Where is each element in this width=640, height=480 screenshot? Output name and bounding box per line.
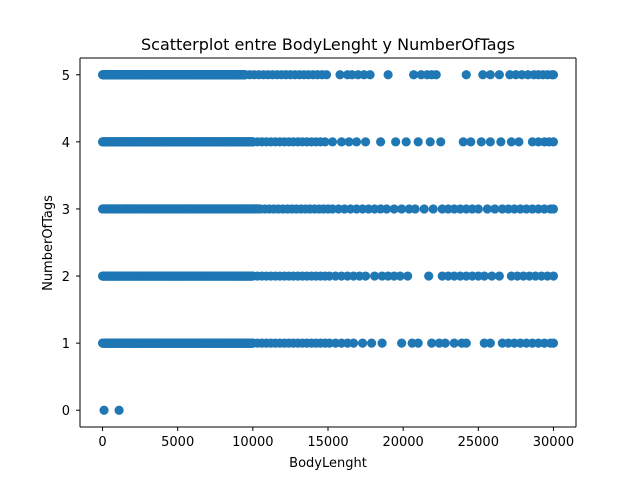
data-point bbox=[490, 204, 500, 214]
data-point bbox=[114, 405, 124, 415]
data-point bbox=[485, 338, 495, 348]
data-point bbox=[496, 137, 506, 147]
data-point bbox=[360, 271, 371, 281]
y-tick-label: 4 bbox=[62, 136, 70, 151]
data-point bbox=[397, 204, 407, 214]
data-point bbox=[548, 271, 559, 281]
y-tick-label: 3 bbox=[62, 203, 70, 218]
data-point bbox=[389, 204, 399, 214]
points-layer bbox=[97, 70, 559, 415]
data-point bbox=[424, 271, 434, 281]
data-point bbox=[461, 338, 471, 348]
data-point bbox=[351, 137, 362, 147]
y-axis-label: NumberOfTags bbox=[41, 195, 56, 291]
x-tick-label: 15000 bbox=[307, 435, 348, 450]
data-point bbox=[548, 338, 559, 348]
data-point bbox=[431, 70, 441, 80]
data-point bbox=[383, 70, 393, 80]
data-point bbox=[413, 137, 423, 147]
data-point bbox=[360, 137, 371, 147]
y-tick-label: 5 bbox=[62, 69, 70, 84]
data-point bbox=[365, 70, 375, 80]
data-point bbox=[401, 137, 411, 147]
data-point bbox=[487, 271, 497, 281]
x-tick-label: 30000 bbox=[533, 435, 574, 450]
data-point bbox=[403, 271, 413, 281]
data-point bbox=[413, 338, 423, 348]
data-point bbox=[321, 70, 332, 80]
data-point bbox=[548, 70, 559, 80]
chart-title: Scatterplot entre BodyLenght y NumberOfT… bbox=[141, 35, 515, 54]
axes-layer: 0 5000 10000 15000 20000 25000 30000 0 1 2 3 4 5 bbox=[62, 57, 577, 450]
data-point bbox=[428, 204, 438, 214]
data-point bbox=[479, 271, 489, 281]
y-tick-label: 2 bbox=[62, 270, 70, 285]
data-point bbox=[395, 271, 405, 281]
data-point bbox=[357, 338, 368, 348]
data-point bbox=[419, 204, 429, 214]
data-point bbox=[377, 338, 387, 348]
data-point bbox=[366, 338, 377, 348]
data-point bbox=[440, 338, 450, 348]
data-point bbox=[369, 271, 380, 281]
x-tick-label: 10000 bbox=[232, 435, 273, 450]
data-point bbox=[391, 137, 401, 147]
data-point bbox=[99, 405, 109, 415]
data-point bbox=[427, 338, 437, 348]
x-tick-label: 20000 bbox=[382, 435, 423, 450]
data-point bbox=[410, 204, 420, 214]
x-tick-label: 25000 bbox=[458, 435, 499, 450]
data-point bbox=[335, 70, 345, 80]
data-point bbox=[514, 137, 524, 147]
data-point bbox=[409, 70, 419, 80]
data-point bbox=[449, 338, 459, 348]
data-point bbox=[494, 70, 504, 80]
data-point bbox=[382, 204, 392, 214]
data-point bbox=[376, 137, 386, 147]
data-point bbox=[485, 70, 495, 80]
data-point bbox=[327, 137, 338, 147]
data-point bbox=[476, 137, 486, 147]
data-point bbox=[494, 271, 504, 281]
data-point bbox=[485, 137, 495, 147]
data-point bbox=[478, 70, 488, 80]
data-point bbox=[436, 137, 446, 147]
data-point bbox=[466, 137, 476, 147]
data-point bbox=[482, 204, 492, 214]
data-point bbox=[473, 204, 483, 214]
data-point bbox=[320, 137, 330, 147]
y-tick-label: 1 bbox=[62, 337, 70, 352]
data-point bbox=[548, 204, 559, 214]
data-point bbox=[506, 137, 516, 147]
x-axis-label: BodyLenght bbox=[289, 456, 367, 471]
x-tick-label: 0 bbox=[98, 435, 106, 450]
data-point bbox=[336, 137, 347, 147]
y-tick-label: 0 bbox=[62, 404, 70, 419]
data-point bbox=[461, 70, 471, 80]
x-tick-label: 5000 bbox=[161, 435, 194, 450]
data-point bbox=[348, 338, 359, 348]
data-point bbox=[425, 137, 435, 147]
data-point bbox=[344, 137, 354, 147]
data-point bbox=[397, 338, 407, 348]
data-point bbox=[458, 137, 468, 147]
data-point bbox=[548, 137, 559, 147]
